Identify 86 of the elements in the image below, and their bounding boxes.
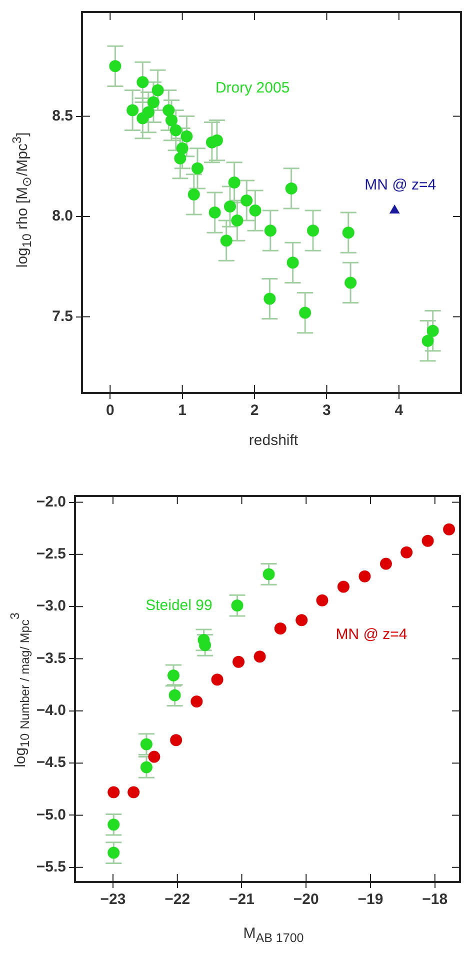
x-tick-label: −18 xyxy=(422,891,448,908)
point xyxy=(176,142,188,154)
point xyxy=(142,106,154,118)
point xyxy=(358,570,371,582)
y-tick-label: −5.5 xyxy=(36,858,66,876)
point xyxy=(109,60,122,72)
point xyxy=(299,306,312,319)
point xyxy=(140,738,152,750)
point xyxy=(264,224,276,237)
x-tick-label: 3 xyxy=(322,402,331,420)
point xyxy=(128,786,140,798)
point xyxy=(426,324,439,337)
x-tick-label: −19 xyxy=(358,891,384,908)
point xyxy=(274,622,286,634)
point xyxy=(228,176,240,188)
x-axis-title: M$_{AB 1700}$ xyxy=(242,925,305,945)
point xyxy=(286,256,299,269)
point xyxy=(400,546,413,558)
series-label: MN @ z=4 xyxy=(364,176,436,194)
point xyxy=(422,534,434,547)
y-tick-label: 7.5 xyxy=(52,308,73,325)
y-tick-label: −4.0 xyxy=(36,702,66,720)
point xyxy=(148,750,160,763)
x-tick-label: 0 xyxy=(106,402,114,420)
x-tick-label: −22 xyxy=(164,891,190,908)
series-label: MN @ z=4 xyxy=(336,626,408,644)
y-tick-label: −3.5 xyxy=(36,650,66,667)
point xyxy=(389,204,400,214)
text: Drory 2005 xyxy=(215,79,290,96)
y-tick-label: 8.5 xyxy=(52,107,73,124)
point xyxy=(422,334,434,347)
point xyxy=(211,674,224,686)
x-tick-label: −21 xyxy=(229,891,254,908)
point xyxy=(231,214,244,227)
y-tick-label: 8.0 xyxy=(52,208,73,225)
point xyxy=(240,194,253,206)
point xyxy=(174,152,186,164)
point xyxy=(147,96,160,108)
point xyxy=(344,276,357,289)
point xyxy=(108,846,120,859)
x-tick-label: −20 xyxy=(293,891,319,908)
x-axis-title: redshift xyxy=(248,432,300,449)
x-tick-label: 4 xyxy=(394,402,404,420)
y-tick-label: −5.0 xyxy=(36,806,66,824)
x-tick-label: 2 xyxy=(250,402,259,420)
point xyxy=(307,224,320,237)
x-tick-label: −23 xyxy=(100,891,126,908)
point xyxy=(232,656,245,668)
y-tick-label: −4.5 xyxy=(36,754,66,772)
point xyxy=(210,134,223,146)
point xyxy=(126,104,139,116)
point xyxy=(342,226,354,239)
point xyxy=(168,689,181,702)
point xyxy=(296,614,308,626)
y-tick-label: −2.0 xyxy=(36,493,66,510)
point xyxy=(220,234,232,247)
y-tick-label: −3.0 xyxy=(36,598,66,615)
point xyxy=(152,84,164,96)
point xyxy=(166,114,178,126)
point xyxy=(264,292,276,305)
point xyxy=(262,568,275,580)
point xyxy=(316,594,328,606)
series-label: Steidel 99 xyxy=(146,597,212,614)
x-tick-label: 1 xyxy=(178,402,187,420)
point xyxy=(190,696,203,708)
point xyxy=(170,124,182,136)
point xyxy=(337,580,350,593)
point xyxy=(140,761,152,774)
point xyxy=(192,162,204,174)
point xyxy=(224,200,236,213)
point xyxy=(162,104,175,116)
point xyxy=(136,76,149,88)
point xyxy=(254,650,266,663)
point xyxy=(188,188,200,200)
point xyxy=(168,669,180,682)
point xyxy=(208,206,221,219)
y-tick-label: −2.5 xyxy=(36,546,66,563)
point xyxy=(108,818,120,831)
point xyxy=(170,734,182,746)
point xyxy=(108,786,120,798)
point xyxy=(249,204,262,217)
point xyxy=(180,130,193,142)
point xyxy=(285,182,298,194)
point xyxy=(231,600,244,612)
point xyxy=(443,523,456,536)
point xyxy=(380,558,392,570)
